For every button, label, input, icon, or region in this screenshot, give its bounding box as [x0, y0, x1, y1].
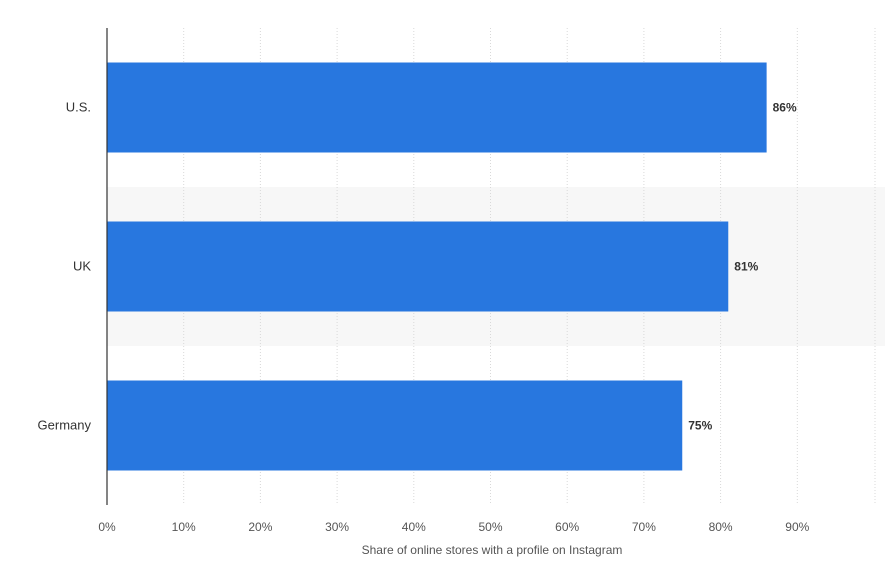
x-tick-label: 60%: [555, 520, 579, 534]
x-tick-label: 90%: [785, 520, 809, 534]
x-tick-label: 40%: [402, 520, 426, 534]
category-labels: U.S. UK Germany: [38, 100, 92, 433]
data-labels: 86% 81% 75%: [688, 101, 797, 433]
x-tick-label: 30%: [325, 520, 349, 534]
x-tick-label: 70%: [632, 520, 656, 534]
data-label: 81%: [734, 260, 758, 274]
bar-uk: [107, 221, 729, 312]
data-label: 75%: [688, 419, 712, 433]
x-tick-label: 80%: [709, 520, 733, 534]
x-axis-tick-labels: 0% 10% 20% 30% 40% 50% 60% 70% 80% 90%: [98, 520, 809, 534]
category-label: Germany: [38, 418, 92, 433]
x-tick-label: 10%: [172, 520, 196, 534]
category-label: U.S.: [66, 100, 91, 115]
x-tick-label: 20%: [248, 520, 272, 534]
bar-us: [107, 62, 767, 153]
x-axis-title: Share of online stores with a profile on…: [362, 543, 623, 557]
x-tick-label: 0%: [98, 520, 116, 534]
bar-germany: [107, 380, 683, 471]
data-label: 86%: [773, 101, 797, 115]
x-tick-label: 50%: [478, 520, 502, 534]
bar-series: [107, 62, 767, 471]
category-label: UK: [73, 259, 91, 274]
